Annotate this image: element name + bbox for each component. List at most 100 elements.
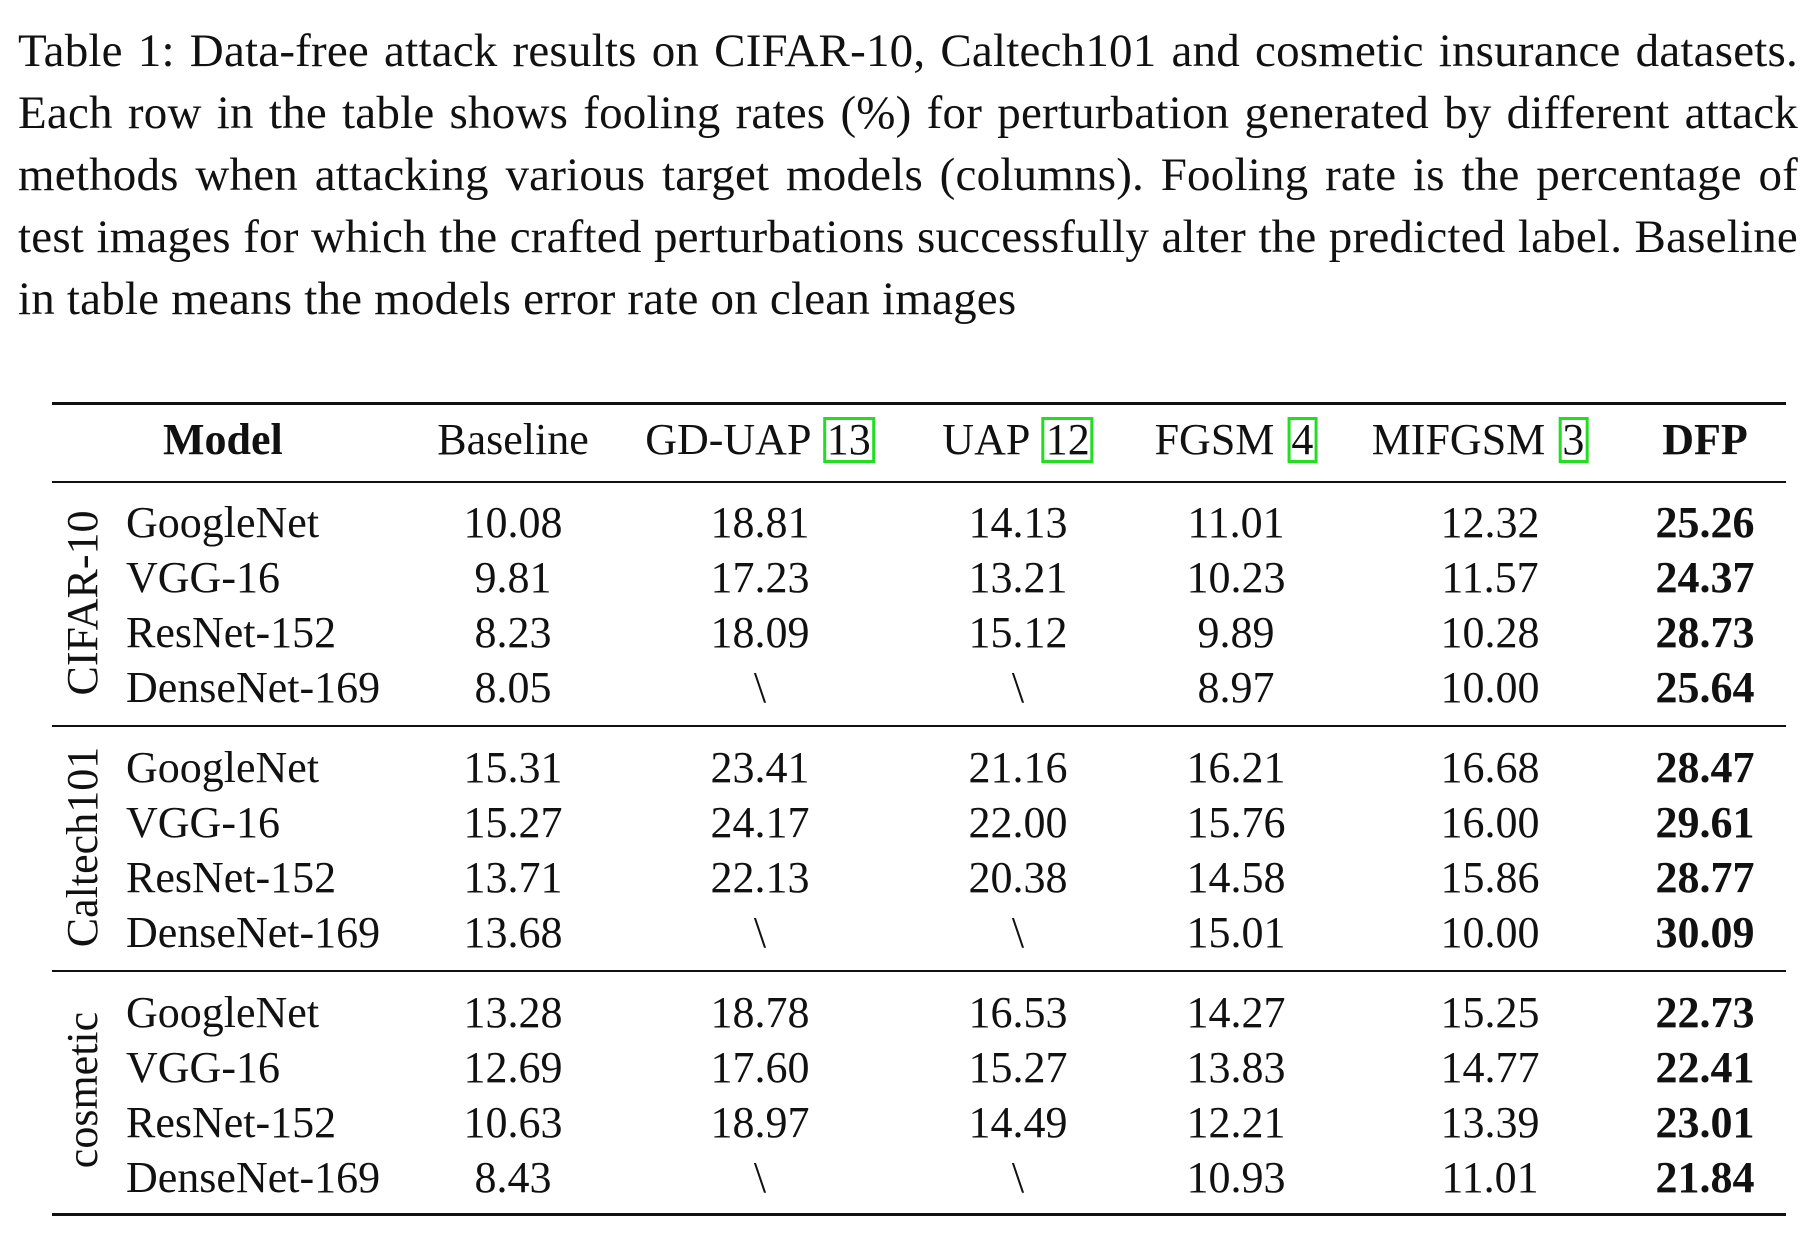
- cell-fgsm: 9.89: [1197, 608, 1275, 657]
- citation-link-gd-uap[interactable]: 13: [822, 417, 875, 463]
- cell-fgsm: 15.01: [1186, 908, 1286, 957]
- cell-uap: 16.53: [968, 988, 1068, 1037]
- cell-dfp: 28.77: [1655, 853, 1755, 902]
- cell-dfp: 23.01: [1655, 1098, 1755, 1147]
- cell-model: DenseNet-169: [126, 908, 381, 957]
- cell-model: ResNet-152: [126, 1098, 337, 1147]
- cell-uap: 22.00: [968, 798, 1068, 847]
- header-dfp: DFP: [1662, 415, 1748, 464]
- cell-baseline: 10.08: [463, 498, 563, 547]
- cell-dfp: 25.64: [1655, 663, 1755, 712]
- table-top-rule: [52, 402, 1786, 405]
- cell-model: DenseNet-169: [126, 1153, 381, 1202]
- cell-dfp: 21.84: [1655, 1153, 1755, 1202]
- cell-fgsm: 10.23: [1186, 553, 1286, 602]
- cell-fgsm: 8.97: [1197, 663, 1275, 712]
- cell-mifgsm: 12.32: [1440, 498, 1540, 547]
- cell-dfp: 25.26: [1655, 498, 1755, 547]
- cell-fgsm: 14.58: [1186, 853, 1286, 902]
- cell-mifgsm: 11.57: [1441, 553, 1539, 602]
- cell-baseline: 15.31: [463, 743, 563, 792]
- cell-baseline: 8.05: [474, 663, 552, 712]
- header-rule: [52, 481, 1786, 483]
- citation-link-fgsm[interactable]: 4: [1287, 417, 1318, 463]
- header-gd-uap: GD-UAP 13: [645, 414, 875, 466]
- citation-link-mifgsm[interactable]: 3: [1558, 417, 1589, 463]
- cell-uap: 14.49: [968, 1098, 1068, 1147]
- header-mifgsm: MIFGSM 3: [1372, 414, 1589, 466]
- cell-gduap: 18.97: [710, 1098, 810, 1147]
- cell-mifgsm: 10.00: [1440, 908, 1540, 957]
- cell-dfp: 30.09: [1655, 908, 1755, 957]
- table-bottom-rule: [52, 1213, 1786, 1216]
- cell-baseline: 8.43: [474, 1153, 552, 1202]
- cell-model: GoogleNet: [126, 743, 320, 792]
- citation-link-uap[interactable]: 12: [1041, 417, 1094, 463]
- cell-mifgsm: 16.00: [1440, 798, 1540, 847]
- cell-gduap: 22.13: [710, 853, 810, 902]
- cell-model: VGG-16: [126, 553, 280, 602]
- cell-fgsm: 12.21: [1186, 1098, 1286, 1147]
- cell-fgsm: 13.83: [1186, 1043, 1286, 1092]
- header-fgsm-label: FGSM: [1154, 415, 1275, 464]
- cell-fgsm: 16.21: [1186, 743, 1286, 792]
- cell-model: ResNet-152: [126, 608, 337, 657]
- cell-model: DenseNet-169: [126, 663, 381, 712]
- cell-mifgsm: 10.00: [1440, 663, 1540, 712]
- cell-mifgsm: 16.68: [1440, 743, 1540, 792]
- cell-gduap: 18.81: [710, 498, 810, 547]
- cell-uap: 14.13: [968, 498, 1068, 547]
- cell-baseline: 15.27: [463, 798, 563, 847]
- cell-dfp: 22.73: [1655, 988, 1755, 1037]
- cell-dfp: 24.37: [1655, 553, 1755, 602]
- header-uap-label: UAP: [942, 415, 1029, 464]
- cell-gduap: 23.41: [710, 743, 810, 792]
- cell-gduap: 18.09: [710, 608, 810, 657]
- cell-gduap: \: [753, 663, 767, 712]
- cell-uap: 13.21: [968, 553, 1068, 602]
- cell-model: VGG-16: [126, 1043, 280, 1092]
- cell-mifgsm: 10.28: [1440, 608, 1540, 657]
- cell-uap: 21.16: [968, 743, 1068, 792]
- cell-uap: 20.38: [968, 853, 1068, 902]
- cell-baseline: 10.63: [463, 1098, 563, 1147]
- header-uap: UAP 12: [942, 414, 1094, 466]
- table-caption: Table 1: Data-free attack results on CIF…: [18, 25, 1798, 325]
- cell-baseline: 12.69: [463, 1043, 563, 1092]
- cell-uap: \: [1011, 663, 1025, 712]
- cell-dfp: 22.41: [1655, 1043, 1755, 1092]
- cell-uap: 15.27: [968, 1043, 1068, 1092]
- group-label-cifar10: CIFAR-10: [58, 510, 107, 696]
- header-mifgsm-label: MIFGSM: [1371, 415, 1546, 464]
- cell-fgsm: 14.27: [1186, 988, 1286, 1037]
- cell-model: VGG-16: [126, 798, 280, 847]
- cell-model: GoogleNet: [126, 498, 320, 547]
- header-model: Model: [163, 415, 283, 464]
- group-separator-1: [52, 725, 1786, 727]
- cell-fgsm: 11.01: [1187, 498, 1285, 547]
- cell-fgsm: 15.76: [1186, 798, 1286, 847]
- cell-uap: \: [1011, 908, 1025, 957]
- cell-uap: 15.12: [968, 608, 1068, 657]
- cell-mifgsm: 15.25: [1440, 988, 1540, 1037]
- cell-baseline: 13.68: [463, 908, 563, 957]
- cell-model: ResNet-152: [126, 853, 337, 902]
- cell-uap: \: [1011, 1153, 1025, 1202]
- group-label-cosmetic: cosmetic: [58, 1011, 107, 1169]
- cell-model: GoogleNet: [126, 988, 320, 1037]
- cell-gduap: \: [753, 1153, 767, 1202]
- cell-gduap: 24.17: [710, 798, 810, 847]
- cell-dfp: 28.73: [1655, 608, 1755, 657]
- header-gd-uap-label: GD-UAP: [645, 415, 810, 464]
- group-separator-2: [52, 970, 1786, 972]
- header-fgsm: FGSM 4: [1155, 414, 1318, 466]
- cell-dfp: 28.47: [1655, 743, 1755, 792]
- cell-fgsm: 10.93: [1186, 1153, 1286, 1202]
- cell-mifgsm: 15.86: [1440, 853, 1540, 902]
- header-baseline: Baseline: [437, 415, 589, 464]
- cell-mifgsm: 11.01: [1441, 1153, 1539, 1202]
- group-label-caltech101: Caltech101: [58, 746, 107, 948]
- cell-baseline: 13.28: [463, 988, 563, 1037]
- cell-baseline: 8.23: [474, 608, 552, 657]
- cell-mifgsm: 13.39: [1440, 1098, 1540, 1147]
